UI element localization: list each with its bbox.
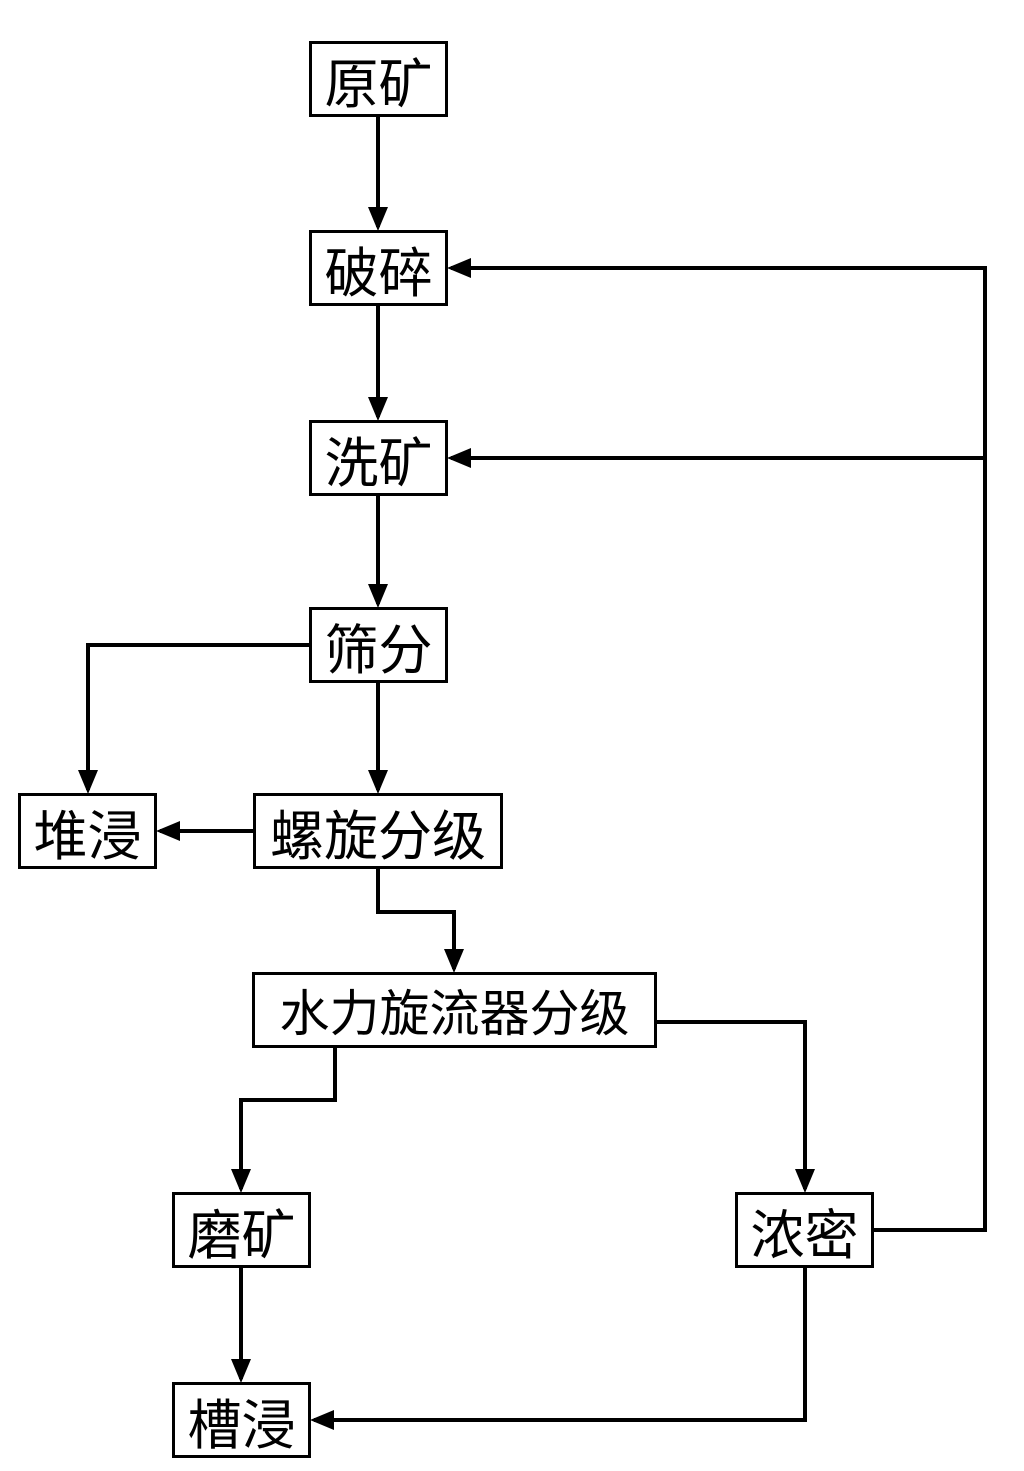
node-label: 破碎 <box>325 229 433 308</box>
node-heap-leach: 堆浸 <box>18 793 157 869</box>
node-screening: 筛分 <box>309 607 448 683</box>
node-crushing: 破碎 <box>309 230 448 306</box>
node-label: 堆浸 <box>34 792 142 871</box>
node-label: 筛分 <box>325 606 433 685</box>
node-tank-leach: 槽浸 <box>172 1382 311 1458</box>
edge-screening-to-heap <box>88 645 309 790</box>
edge-spiral-to-hydro <box>378 869 454 969</box>
node-label: 原矿 <box>325 40 433 119</box>
node-label: 磨矿 <box>188 1191 296 1270</box>
node-thickening: 浓密 <box>735 1192 874 1268</box>
edge-thickening-to-crushing-return <box>451 268 985 458</box>
edge-thickening-to-washing-return <box>451 458 985 1230</box>
node-label: 水力旋流器分级 <box>280 974 630 1046</box>
edge-hydro-to-thickening <box>657 1022 805 1189</box>
node-label: 浓密 <box>751 1191 859 1270</box>
node-label: 槽浸 <box>188 1381 296 1460</box>
node-spiral-class: 螺旋分级 <box>253 793 503 869</box>
node-label: 螺旋分级 <box>270 792 486 871</box>
node-raw-ore: 原矿 <box>309 41 448 117</box>
node-washing: 洗矿 <box>309 420 448 496</box>
edge-thickening-to-tank <box>314 1268 805 1420</box>
node-hydrocyclone: 水力旋流器分级 <box>252 972 657 1048</box>
node-label: 洗矿 <box>325 419 433 498</box>
edge-hydro-to-grinding <box>241 1048 335 1189</box>
node-grinding: 磨矿 <box>172 1192 311 1268</box>
